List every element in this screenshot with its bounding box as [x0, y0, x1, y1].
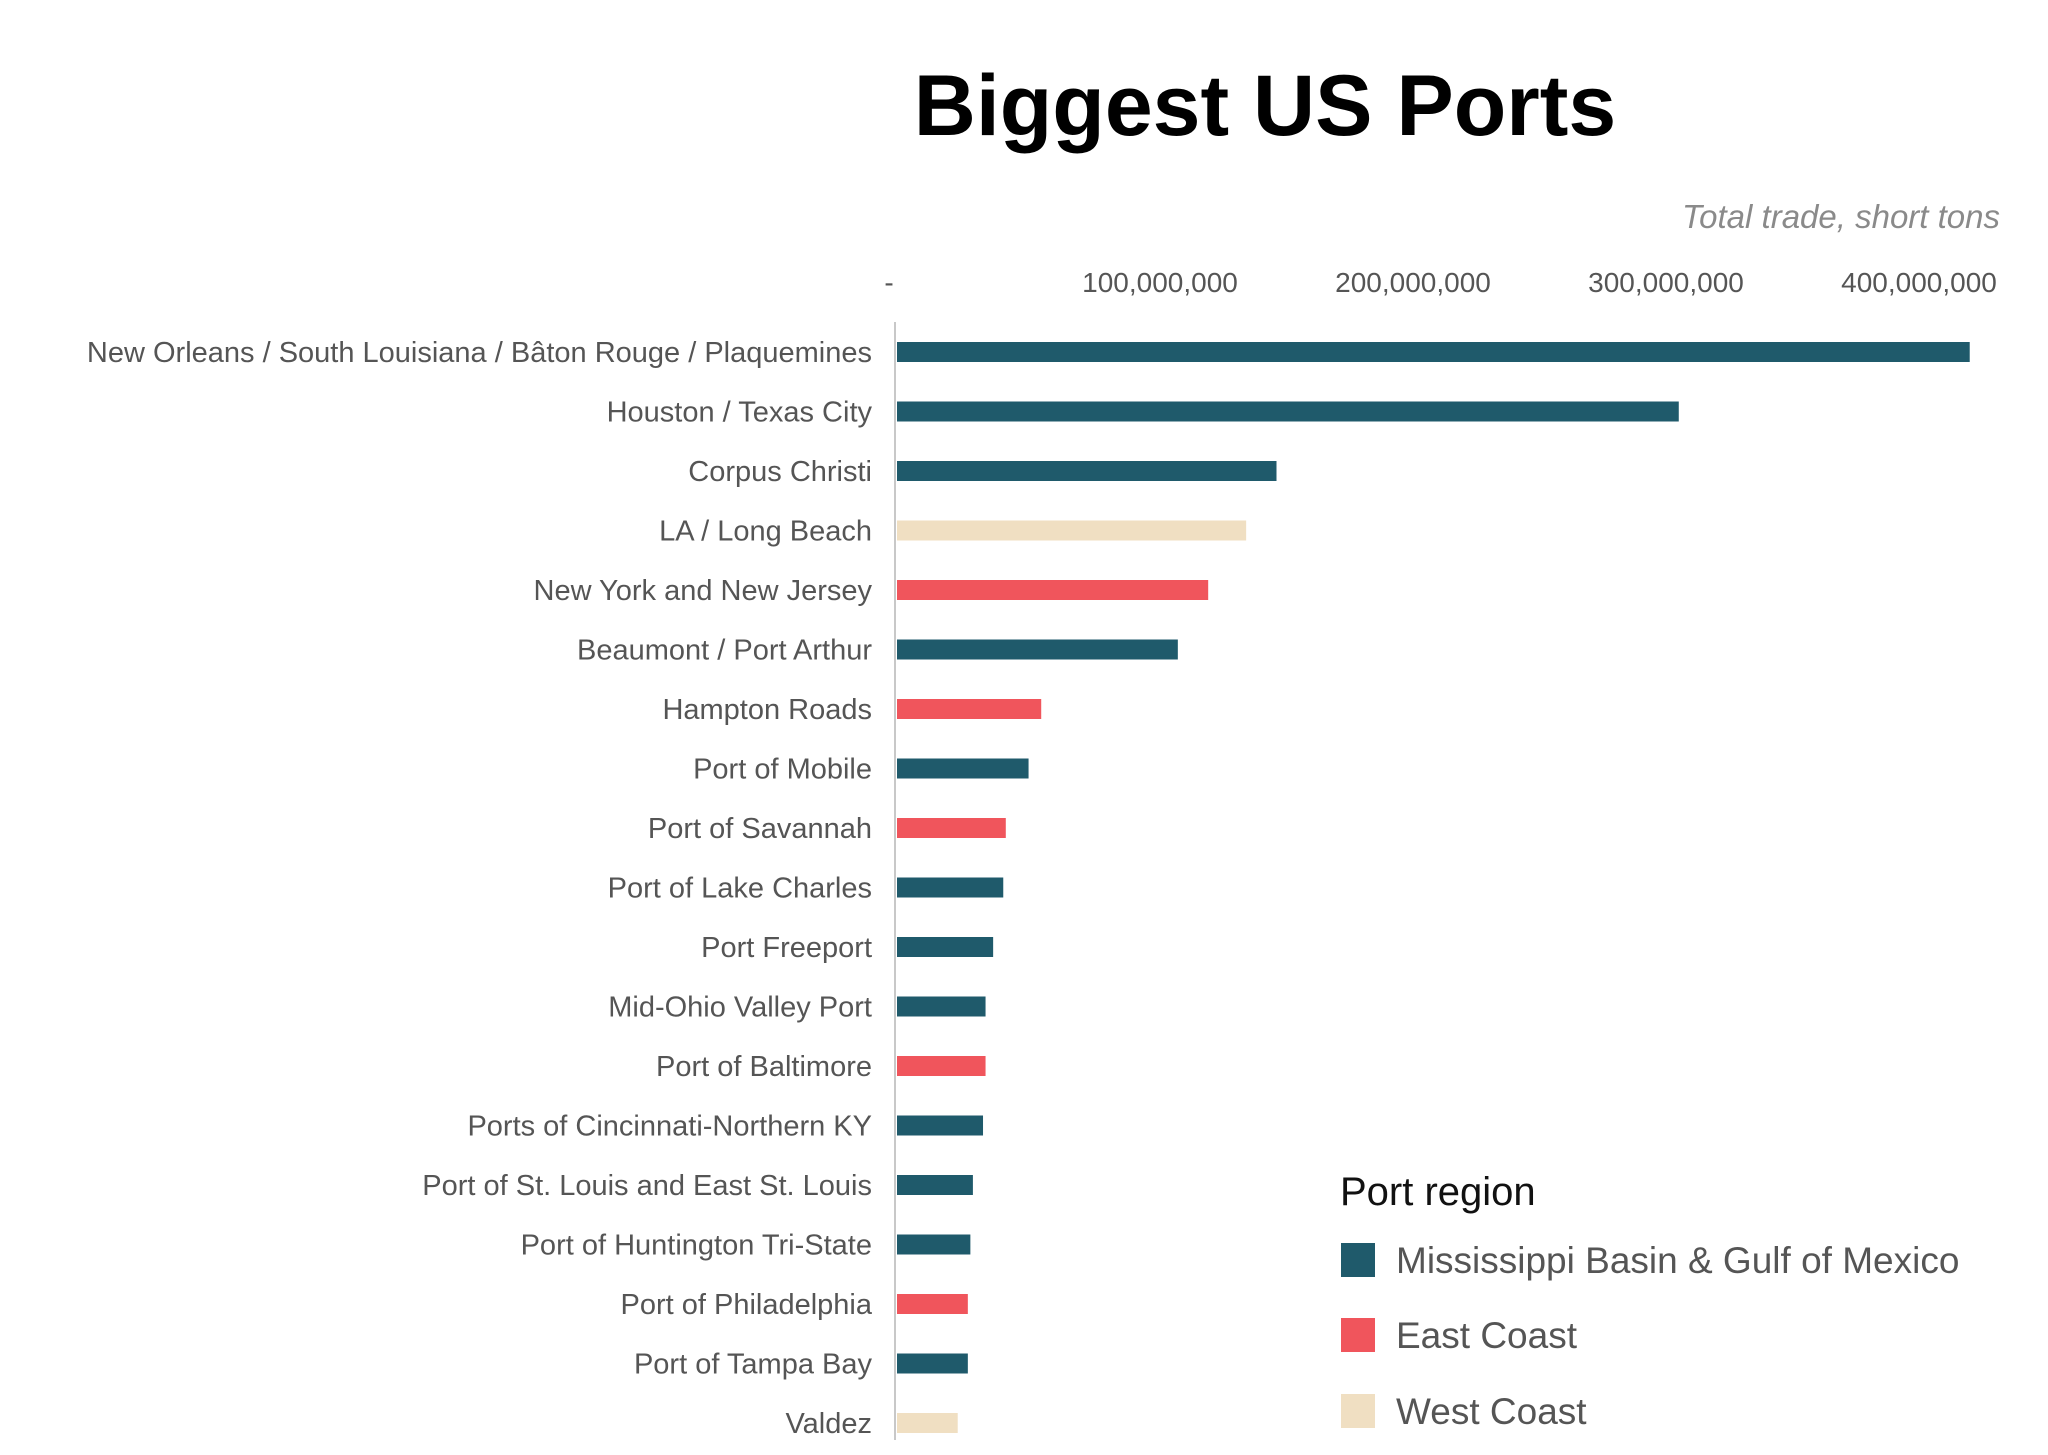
bar — [897, 342, 1970, 362]
bar — [897, 1294, 968, 1314]
x-tick-label: 100,000,000 — [1082, 267, 1238, 298]
category-label: New York and New Jersey — [534, 575, 873, 607]
category-label: Houston / Texas City — [607, 397, 873, 429]
category-label: Port of Huntington Tri-State — [521, 1230, 872, 1262]
category-label: Beaumont / Port Arthur — [577, 635, 872, 667]
bar — [897, 1353, 968, 1374]
bar — [897, 1056, 986, 1076]
bar — [897, 877, 1004, 898]
category-label: Hampton Roads — [662, 694, 872, 726]
category-label: Ports of Cincinnati-Northern KY — [467, 1111, 872, 1143]
bar — [897, 818, 1006, 838]
bar — [897, 699, 1042, 719]
category-label: Valdez — [785, 1408, 872, 1440]
bar — [897, 401, 1679, 422]
x-axis-ticks: - 100,000,000 200,000,000 300,000,000 400,00… — [884, 267, 1997, 298]
x-tick-label: 400,000,000 — [1841, 267, 1997, 298]
unit-label: Total trade, short tons — [1682, 198, 2000, 235]
bar — [897, 996, 986, 1017]
category-label: New Orleans / South Louisiana / Bâton Ro… — [87, 337, 872, 369]
x-tick-label: - — [884, 267, 893, 298]
category-label: LA / Long Beach — [659, 516, 872, 548]
legend-swatch — [1341, 1394, 1375, 1428]
category-label: Port of Baltimore — [656, 1051, 872, 1083]
category-labels: New Orleans / South Louisiana / Bâton Ro… — [87, 337, 873, 1440]
x-tick-label: 200,000,000 — [1335, 267, 1491, 298]
x-tick-label: 300,000,000 — [1588, 267, 1744, 298]
legend-label: Mississippi Basin & Gulf of Mexico — [1396, 1240, 1959, 1281]
bars — [897, 342, 1970, 1433]
chart-title: Biggest US Ports — [914, 58, 1616, 154]
legend-title: Port region — [1340, 1170, 1536, 1214]
legend-swatch — [1341, 1318, 1375, 1352]
bar — [897, 937, 994, 957]
category-label: Corpus Christi — [688, 456, 872, 488]
legend: Port region Mississippi Basin & Gulf of … — [1340, 1170, 1959, 1432]
category-label: Port of Tampa Bay — [634, 1349, 873, 1381]
legend-label: East Coast — [1396, 1315, 1578, 1356]
category-label: Port of Philadelphia — [621, 1289, 873, 1321]
bar — [897, 520, 1247, 541]
legend-label: West Coast — [1396, 1391, 1587, 1432]
bar — [897, 461, 1277, 481]
category-label: Port of Mobile — [693, 754, 872, 786]
category-label: Port of Savannah — [648, 813, 872, 845]
bar — [897, 758, 1029, 779]
bar — [897, 1413, 958, 1433]
bar — [897, 639, 1178, 660]
category-label: Port of Lake Charles — [608, 873, 872, 905]
bar — [897, 1234, 971, 1255]
category-label: Port Freeport — [701, 932, 872, 964]
category-label: Mid-Ohio Valley Port — [608, 992, 872, 1024]
bar — [897, 580, 1209, 600]
legend-swatch — [1341, 1243, 1375, 1277]
bar — [897, 1115, 984, 1136]
category-label: Port of St. Louis and East St. Louis — [422, 1170, 872, 1202]
bar — [897, 1175, 973, 1195]
